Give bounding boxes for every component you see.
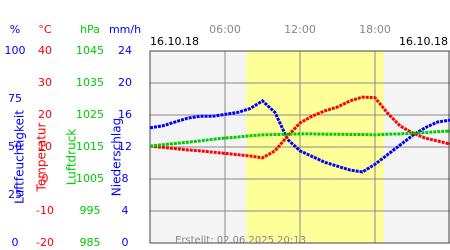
y-tick-label: 995: [80, 204, 101, 217]
y-tick-label: 75: [8, 92, 22, 105]
axis-unit: °C: [38, 23, 52, 36]
y-tick-label: 16: [118, 108, 132, 121]
axis-unit: hPa: [80, 23, 100, 36]
y-tick-label: 1005: [76, 172, 104, 185]
axis-unit: %: [10, 23, 20, 36]
y-tick-label: 1035: [76, 76, 104, 89]
y-tick-label: 1045: [76, 44, 104, 57]
y-tick-label: 1015: [76, 140, 104, 153]
axis-title: Luftfeuchtigkeit: [13, 110, 27, 204]
y-tick-label: 0: [12, 236, 19, 249]
date-left: 16.10.18: [150, 35, 199, 48]
x-tick-label: 06:00: [209, 23, 241, 36]
y-tick-label: 20: [118, 76, 132, 89]
axis-title: Temperatur: [35, 122, 49, 192]
y-tick-label: 4: [122, 204, 129, 217]
y-tick-label: 8: [122, 172, 129, 185]
y-tick-label: 12: [118, 140, 132, 153]
created-note: Erstellt: 02.06.2025 20:13: [175, 235, 306, 246]
data-line: [149, 129, 450, 148]
date-right: 16.10.18: [399, 35, 448, 48]
y-tick-label: 1025: [76, 108, 104, 121]
y-tick-label: -20: [36, 236, 54, 249]
y-tick-label: 25: [8, 188, 22, 201]
data-line: [149, 95, 450, 160]
y-tick-label: -10: [36, 204, 54, 217]
y-tick-label: 0: [122, 236, 129, 249]
x-tick-label: 12:00: [284, 23, 316, 36]
y-tick-label: 24: [118, 44, 132, 57]
axis-title: Niederschlag: [110, 118, 124, 196]
y-tick-label: 30: [38, 76, 52, 89]
data-line: [149, 99, 450, 174]
x-tick-label: 18:00: [359, 23, 391, 36]
y-tick-label: 100: [5, 44, 26, 57]
y-tick-label: 40: [38, 44, 52, 57]
axis-unit: mm/h: [109, 23, 141, 36]
y-tick-label: 50: [8, 140, 22, 153]
y-tick-label: 20: [38, 108, 52, 121]
y-tick-label: 0: [42, 172, 49, 185]
axis-title: Luftdruck: [65, 129, 79, 186]
y-tick-label: 985: [80, 236, 101, 249]
y-tick-label: 10: [38, 140, 52, 153]
